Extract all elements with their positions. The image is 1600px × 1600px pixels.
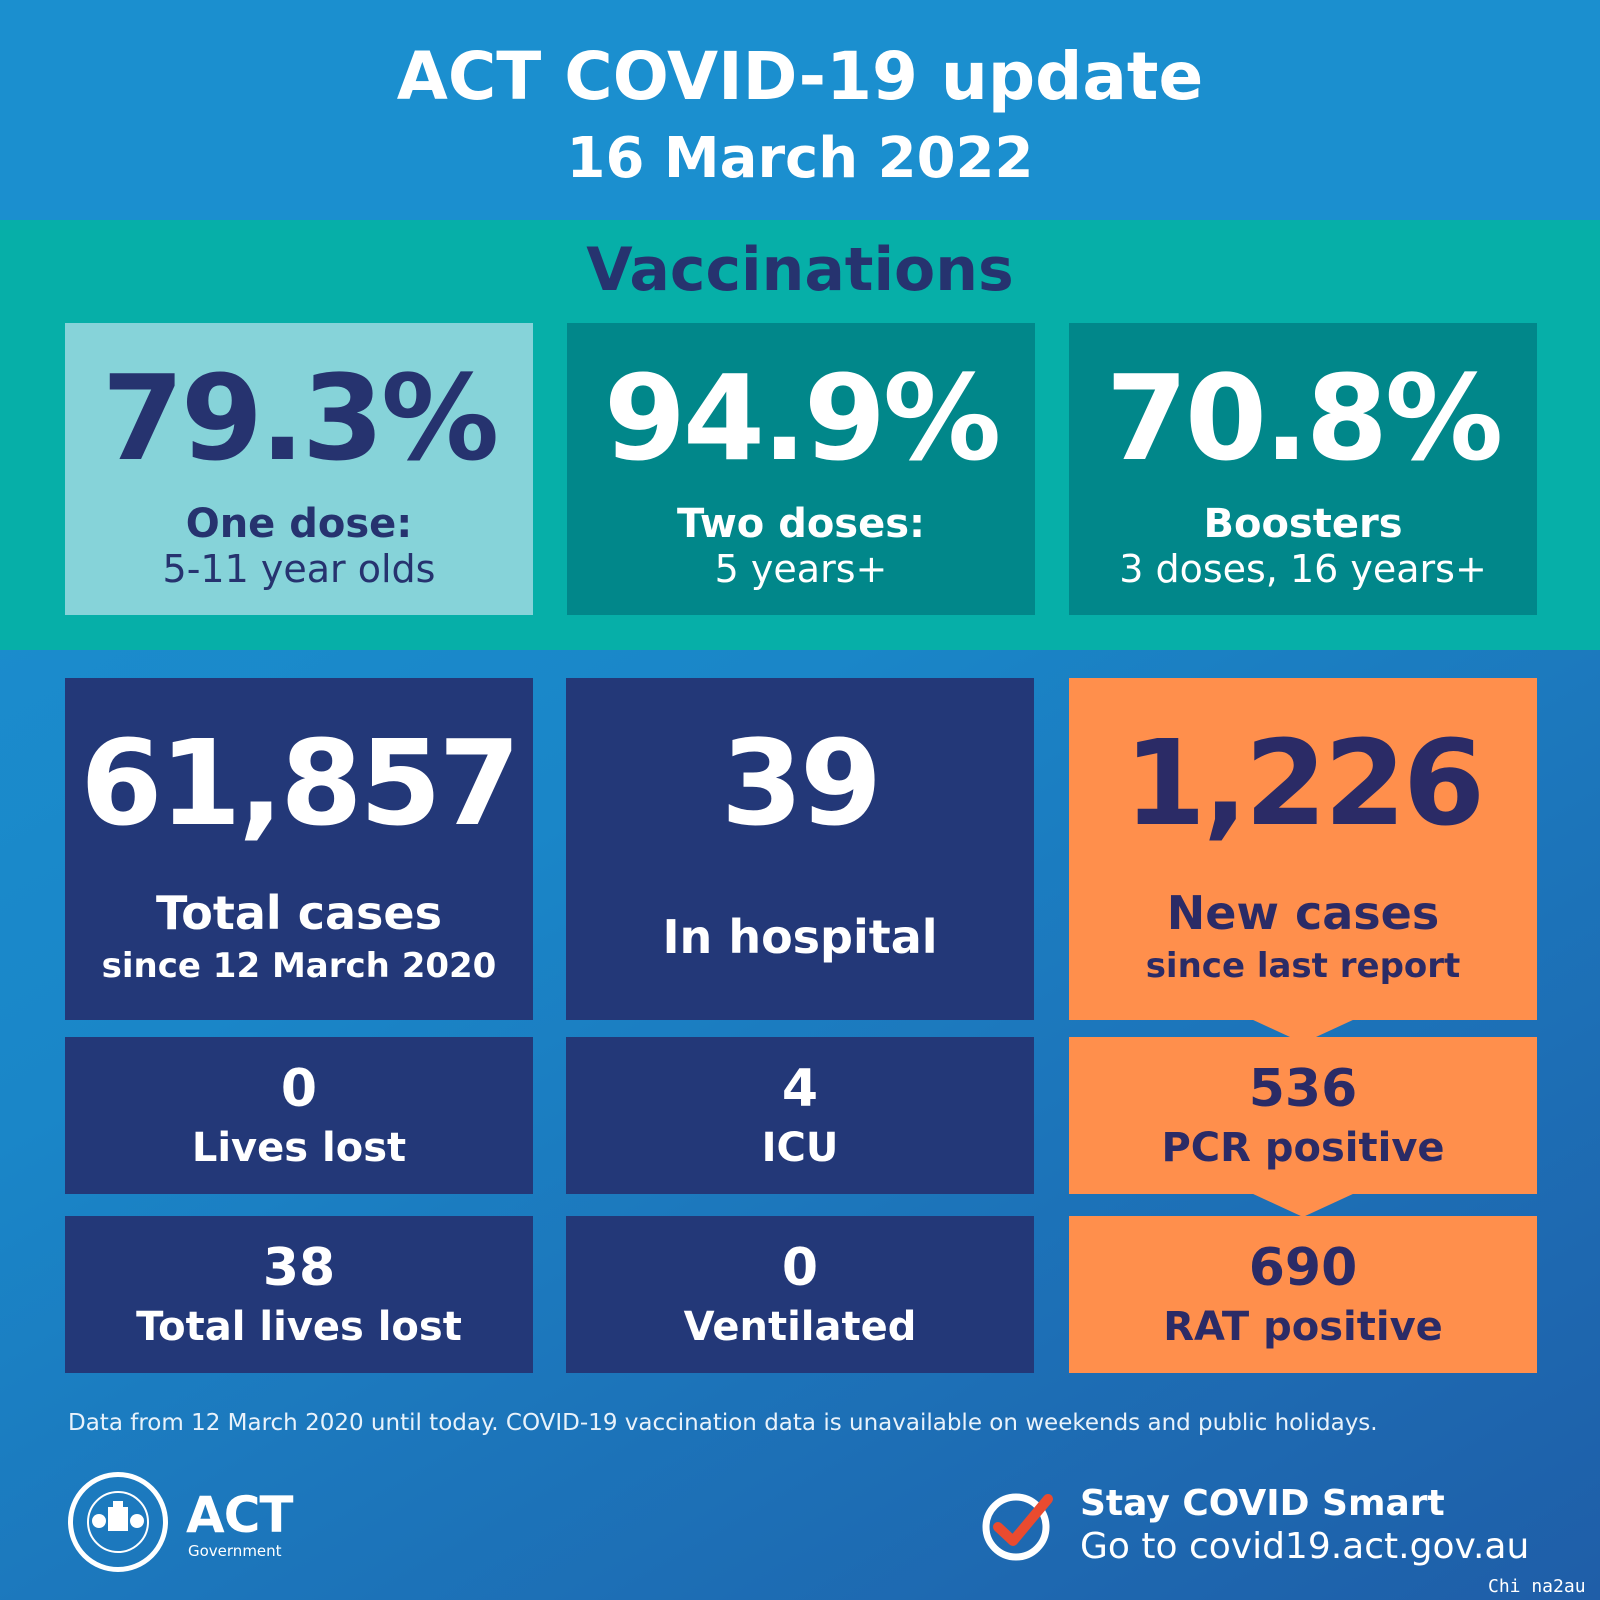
vaccination-sublabel: 5-11 year olds (162, 547, 436, 591)
vaccination-label: Boosters (1203, 501, 1403, 547)
ventilated-label: Ventilated (683, 1304, 917, 1350)
lives-lost-value: 0 (280, 1059, 318, 1119)
pcr-positive-card: 536 PCR positive (1069, 1037, 1537, 1194)
act-logo-text: ACT (186, 1486, 293, 1544)
new-cases-sublabel: since last report (1145, 946, 1461, 986)
vaccination-value: 70.8% (1105, 349, 1503, 487)
rat-positive-card: 690 RAT positive (1069, 1216, 1537, 1373)
total-cases-sublabel: since 12 March 2020 (101, 946, 497, 986)
pcr-positive-label: PCR positive (1161, 1125, 1445, 1171)
check-circle-icon (980, 1485, 1060, 1565)
vaccination-sublabel: 3 doses, 16 years+ (1119, 547, 1487, 591)
act-coat-of-arms-icon (68, 1472, 168, 1572)
vaccination-card-one-dose: 79.3% One dose: 5-11 year olds (65, 323, 533, 615)
total-cases-value: 61,857 (80, 714, 520, 852)
rat-positive-value: 690 (1248, 1238, 1358, 1298)
total-lives-lost-card: 38 Total lives lost (65, 1216, 533, 1373)
total-lives-lost-label: Total lives lost (136, 1304, 462, 1350)
total-cases-card: 61,857 Total cases since 12 March 2020 (65, 678, 533, 1020)
vaccination-card-boosters: 70.8% Boosters 3 doses, 16 years+ (1069, 323, 1537, 615)
in-hospital-card: 39 In hospital (566, 678, 1034, 1020)
total-lives-lost-value: 38 (262, 1238, 336, 1298)
act-government-logo: ACT Government (68, 1472, 308, 1572)
data-footnote: Data from 12 March 2020 until today. COV… (68, 1410, 1378, 1436)
new-cases-card: 1,226 New cases since last report (1069, 678, 1537, 1020)
page-title: ACT COVID-19 update (396, 38, 1204, 115)
vaccination-value: 79.3% (101, 349, 499, 487)
ventilated-card: 0 Ventilated (566, 1216, 1034, 1373)
lives-lost-label: Lives lost (191, 1125, 407, 1171)
new-cases-value: 1,226 (1123, 714, 1485, 852)
icu-label: ICU (761, 1125, 839, 1171)
lives-lost-card: 0 Lives lost (65, 1037, 533, 1194)
vaccination-label: Two doses: (676, 501, 926, 547)
vaccination-label: One dose: (185, 501, 413, 547)
vaccination-sublabel: 5 years+ (714, 547, 888, 591)
covid-website-link[interactable]: Go to covid19.act.gov.au (1080, 1526, 1530, 1567)
pcr-arrow (1251, 1193, 1355, 1217)
vaccinations-heading: Vaccinations (586, 235, 1014, 305)
in-hospital-label: In hospital (662, 910, 938, 964)
vaccination-value: 94.9% (603, 349, 1001, 487)
header-banner: ACT COVID-19 update 16 March 2022 (0, 0, 1600, 220)
page-date: 16 March 2022 (566, 126, 1034, 191)
watermark: Chi na2au (1488, 1576, 1586, 1597)
stay-covid-smart-heading: Stay COVID Smart (1080, 1483, 1445, 1524)
icu-value: 4 (781, 1059, 819, 1119)
vaccination-card-two-doses: 94.9% Two doses: 5 years+ (567, 323, 1035, 615)
pcr-positive-value: 536 (1248, 1059, 1358, 1119)
total-cases-label: Total cases (156, 886, 442, 940)
ventilated-value: 0 (781, 1238, 819, 1298)
rat-positive-label: RAT positive (1163, 1304, 1443, 1350)
in-hospital-value: 39 (720, 714, 882, 852)
new-cases-label: New cases (1166, 886, 1440, 940)
icu-card: 4 ICU (566, 1037, 1034, 1194)
act-logo-government-text: Government (188, 1542, 282, 1560)
